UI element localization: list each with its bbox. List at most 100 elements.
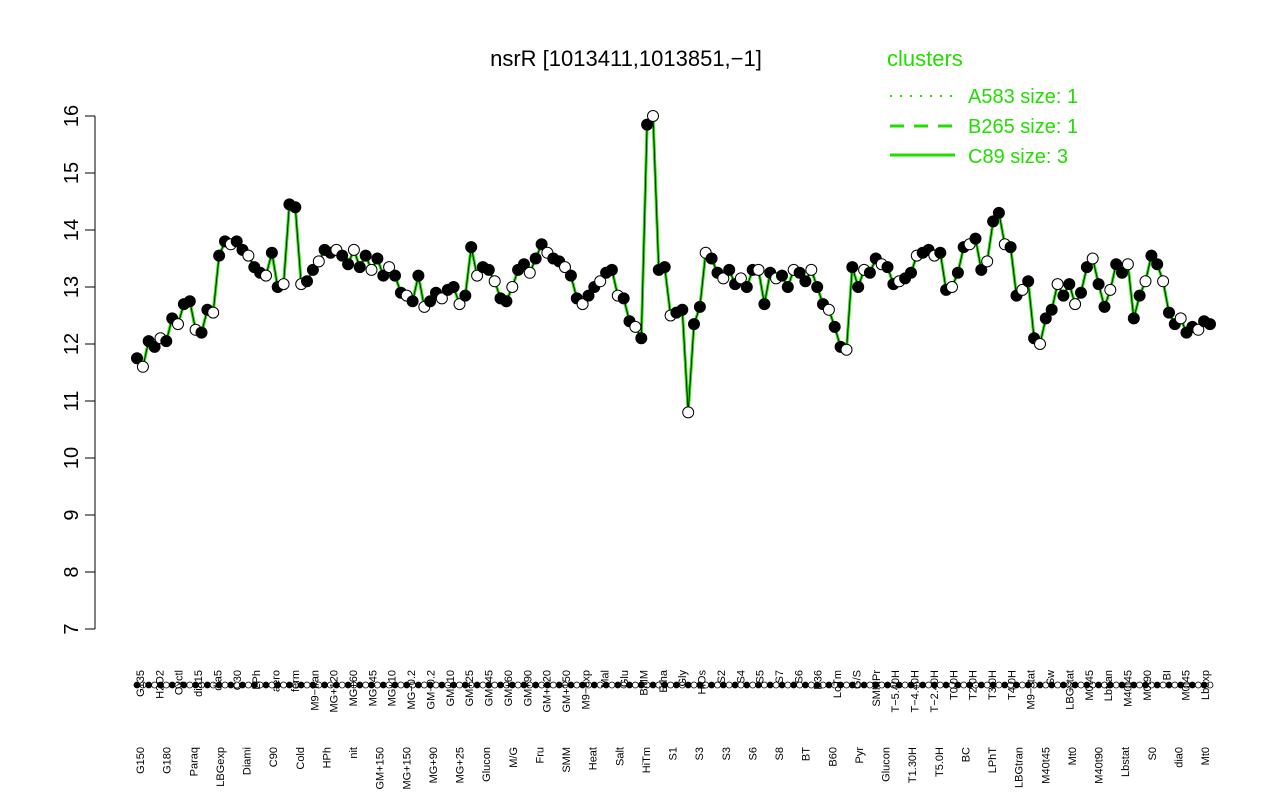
x-tick-label: LBGexp	[215, 747, 227, 787]
x-rug-mark	[649, 681, 657, 689]
x-tick-label: nit	[348, 747, 360, 759]
data-point	[946, 281, 958, 293]
y-tick-label: 12	[61, 333, 83, 355]
x-rug-mark	[766, 681, 774, 689]
data-point	[459, 289, 472, 302]
x-tick-label: G150	[135, 747, 147, 774]
data-point	[535, 238, 548, 251]
y-axis: 7 8 9 10 11 12 13 14 15 16	[61, 105, 96, 635]
data-point	[1139, 275, 1152, 288]
data-point	[230, 235, 243, 248]
x-rug-mark	[186, 681, 194, 689]
y-tick-label: 15	[61, 162, 83, 184]
data-point	[582, 289, 595, 302]
data-point	[471, 269, 484, 282]
data-point	[365, 263, 378, 276]
x-tick-label: BMM	[639, 670, 651, 696]
x-tick-label: Diami	[242, 747, 254, 775]
data-point	[905, 266, 917, 279]
data-point	[518, 258, 530, 271]
data-point	[951, 266, 964, 279]
x-tick-label: GM+90	[522, 670, 534, 706]
data-point	[1039, 312, 1052, 325]
data-point	[406, 295, 419, 308]
x-tick-label: G/S	[852, 670, 864, 689]
data-point	[336, 249, 349, 262]
x-tick-label: C90	[268, 747, 280, 767]
x-tick-label: B60	[827, 747, 839, 767]
x-rug-mark	[1206, 681, 1214, 689]
x-tick-label: T5.0H	[934, 747, 946, 777]
x-rug-mark	[901, 681, 909, 689]
data-point	[647, 110, 659, 122]
x-tick-label: MG+25	[455, 747, 467, 783]
x-tick-label: M0t90	[1142, 670, 1154, 701]
data-point	[1069, 298, 1082, 311]
data-point	[383, 261, 396, 274]
data-point	[529, 252, 542, 265]
x-tick-label: MG+90	[428, 747, 440, 783]
data-point	[213, 249, 226, 262]
data-point	[1051, 278, 1064, 291]
x-tick-label: HiOs	[697, 670, 709, 695]
x-tick-label: LPhT	[987, 747, 999, 774]
legend-title: clusters	[887, 46, 963, 71]
x-tick-label: G180	[162, 747, 174, 774]
data-point	[635, 332, 648, 345]
data-point	[1116, 266, 1128, 279]
data-point	[1034, 338, 1046, 350]
data-point	[975, 263, 988, 276]
x-tick-label: MG+10	[387, 670, 399, 706]
data-point	[465, 241, 478, 254]
data-point	[822, 303, 835, 316]
x-tick-label: MG−0.2	[406, 670, 418, 709]
x-tick-label: Glucon	[881, 747, 893, 782]
data-point	[172, 318, 184, 331]
data-point	[969, 232, 982, 245]
data-point	[617, 292, 630, 305]
x-rug-mark	[1159, 681, 1167, 689]
data-point	[301, 275, 313, 288]
data-point	[781, 281, 794, 293]
data-point	[359, 249, 372, 262]
data-point	[641, 118, 654, 131]
data-point	[1157, 275, 1170, 288]
y-tick-label: 14	[61, 219, 83, 241]
data-point	[776, 269, 788, 282]
data-point	[1145, 249, 1158, 262]
data-point	[1192, 323, 1205, 336]
data-point	[758, 298, 771, 311]
x-tick-label: T0.0H	[948, 670, 960, 700]
x-tick-label: S4	[735, 670, 747, 683]
x-tick-label: Salt	[614, 747, 626, 766]
x-tick-label: T3.0H	[987, 670, 999, 700]
x-tick-label: S6	[747, 747, 759, 760]
data-point	[576, 298, 589, 311]
x-tick-label: SMMPr	[871, 670, 883, 707]
x-tick-label: Mal	[600, 670, 612, 688]
x-tick-label: C30	[232, 670, 244, 690]
x-tick-label: dia0	[1173, 747, 1185, 768]
x-rug-mark	[573, 681, 581, 689]
data-point	[183, 295, 196, 308]
x-tick-label: GM+45	[484, 670, 496, 706]
x-rug-mark	[203, 681, 211, 689]
x-tick-label: Paraq	[188, 747, 200, 776]
chart-title: nsrR [1013411,1013851,−1]	[490, 46, 762, 71]
data-point	[1163, 306, 1175, 319]
x-tick-label: Pyr	[854, 747, 866, 764]
x-tick-label: MG+120	[329, 670, 341, 713]
x-tick-label: MG+150	[401, 747, 413, 790]
x-tick-label: S2	[716, 670, 728, 683]
data-point	[1092, 278, 1105, 291]
legend-label-a583: A583 size: 1	[968, 86, 1078, 108]
x-rug-mark	[825, 681, 833, 689]
data-point	[723, 263, 736, 276]
y-tick-label: 8	[61, 566, 83, 577]
x-rug-mark	[1171, 681, 1179, 689]
data-point	[424, 295, 437, 308]
data-point	[752, 263, 765, 276]
x-tick-label: Gly	[677, 670, 689, 687]
y-tick-label: 7	[61, 623, 83, 634]
